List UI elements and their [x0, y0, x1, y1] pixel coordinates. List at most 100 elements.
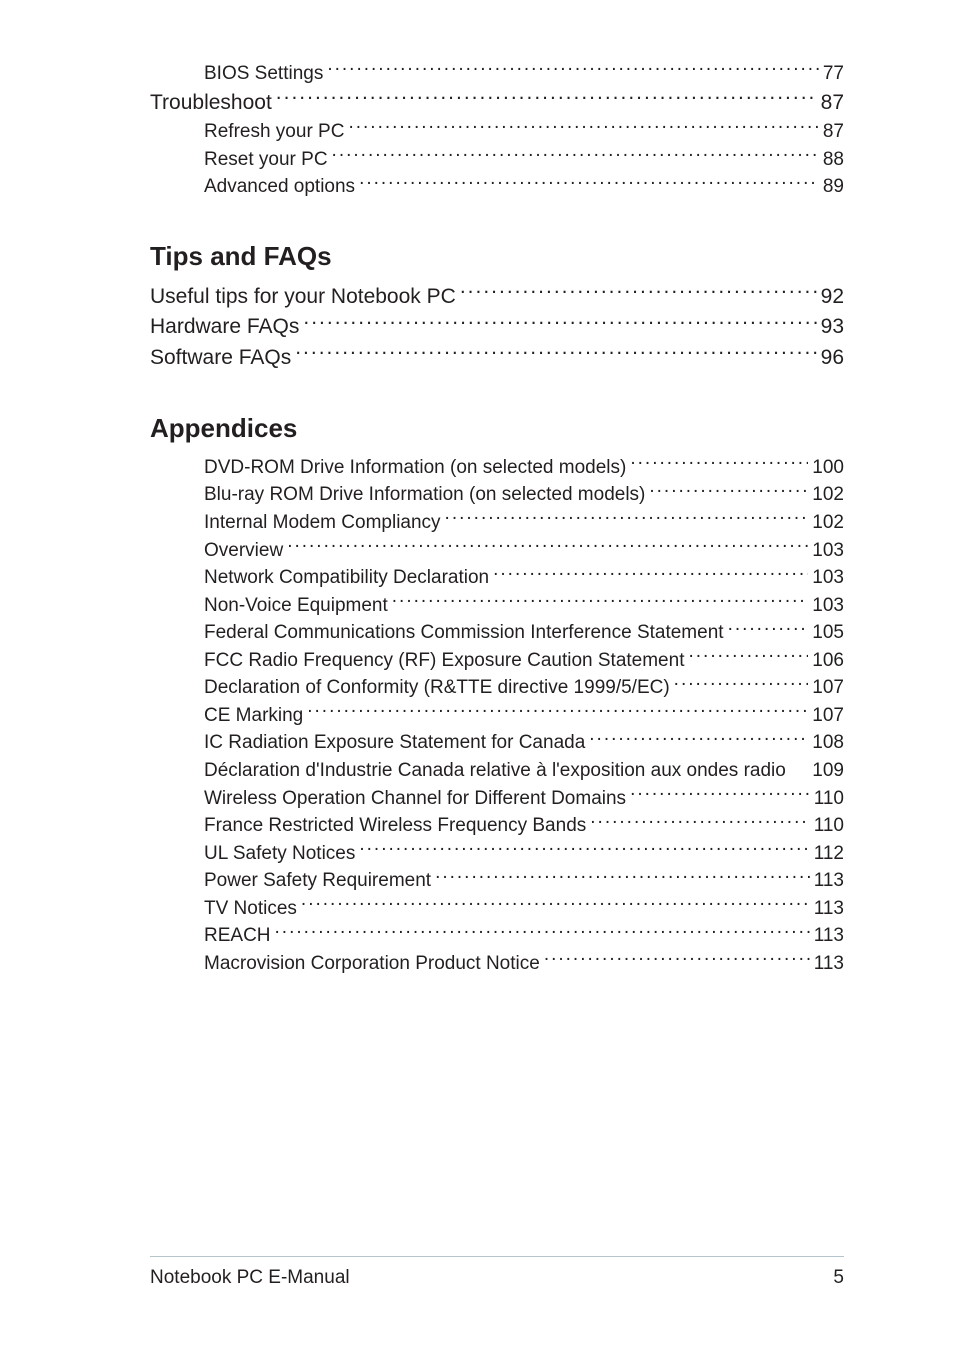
toc-entry[interactable]: Overview103 [150, 537, 844, 565]
toc-leader-dots [332, 146, 819, 165]
toc-entry-label: Déclaration d'Industrie Canada relative … [204, 757, 786, 785]
toc-entry-page: 87 [821, 88, 844, 118]
toc-entry[interactable]: Troubleshoot 87 [150, 88, 844, 118]
toc-entry[interactable]: IC Radiation Exposure Statement for Cana… [150, 729, 844, 757]
toc-entry[interactable]: Non-Voice Equipment 103 [150, 592, 844, 620]
toc-leader-dots [359, 840, 809, 859]
section-heading: Tips and FAQs [150, 241, 844, 272]
toc-entry-page: 112 [814, 840, 844, 868]
toc-entry[interactable]: Declaration of Conformity (R&TTE directi… [150, 674, 844, 702]
toc-entry[interactable]: Wireless Operation Channel for Different… [150, 785, 844, 813]
toc-leader-dots [307, 702, 808, 721]
toc-entry-label: Non-Voice Equipment [204, 592, 388, 620]
toc-leader-dots [275, 922, 810, 941]
toc-entry-page: 106 [812, 647, 844, 675]
toc-entry-page: 107 [812, 674, 844, 702]
toc-entry-label: TV Notices [204, 895, 297, 923]
toc-entry-page: 113 [814, 922, 844, 950]
toc-entry-page: 107 [812, 702, 844, 730]
toc-entry[interactable]: FCC Radio Frequency (RF) Exposure Cautio… [150, 647, 844, 675]
toc-entry-page: 93 [821, 312, 844, 342]
toc-entry-label: FCC Radio Frequency (RF) Exposure Cautio… [204, 647, 684, 675]
toc-entry-label: Hardware FAQs [150, 312, 299, 342]
toc-entry-label: Network Compatibility Declaration [204, 564, 489, 592]
toc-gap [786, 757, 812, 785]
toc-leader-dots [590, 812, 809, 831]
toc-entry-label: Overview [204, 537, 283, 565]
toc-entry-page: 89 [823, 173, 844, 201]
toc-entry-label: Refresh your PC [204, 118, 344, 146]
toc-entry-label: IC Radiation Exposure Statement for Cana… [204, 729, 585, 757]
toc-entry[interactable]: Reset your PC88 [150, 146, 844, 174]
toc-entry-page: 87 [823, 118, 844, 146]
toc-entry-page: 105 [812, 619, 844, 647]
toc-entry-label: Troubleshoot [150, 88, 272, 118]
toc-leader-dots [630, 454, 808, 473]
toc-entry-page: 113 [814, 895, 844, 923]
toc-entry-page: 109 [812, 757, 844, 785]
toc-entry[interactable]: DVD-ROM Drive Information (on selected m… [150, 454, 844, 482]
toc-entry-page: 88 [823, 146, 844, 174]
toc-entry-page: 110 [814, 812, 844, 840]
toc-entry-page: 102 [812, 481, 844, 509]
toc-entry-page: 103 [812, 592, 844, 620]
section-gap [150, 977, 844, 985]
toc-entry-page: 102 [812, 509, 844, 537]
toc-entry[interactable]: Déclaration d'Industrie Canada relative … [150, 757, 844, 785]
toc-leader-dots [589, 729, 808, 748]
toc-entry[interactable]: TV Notices 113 [150, 895, 844, 923]
toc-entry[interactable]: France Restricted Wireless Frequency Ban… [150, 812, 844, 840]
toc-leader-dots [359, 173, 819, 192]
toc-entry-label: DVD-ROM Drive Information (on selected m… [204, 454, 626, 482]
toc-entry-label: Declaration of Conformity (R&TTE directi… [204, 674, 670, 702]
toc-entry[interactable]: Federal Communications Commission Interf… [150, 619, 844, 647]
toc-entry-label: Software FAQs [150, 343, 291, 373]
footer-page-number: 5 [833, 1267, 844, 1289]
toc-entry[interactable]: Hardware FAQs 93 [150, 312, 844, 342]
toc-leader-dots [493, 564, 808, 583]
toc-entry-label: Useful tips for your Notebook PC [150, 282, 456, 312]
toc-entry-page: 113 [814, 950, 844, 978]
footer-title: Notebook PC E-Manual [150, 1267, 350, 1289]
toc-leader-dots [435, 867, 810, 886]
toc-entry[interactable]: Advanced options 89 [150, 173, 844, 201]
toc-entry[interactable]: Power Safety Requirement113 [150, 867, 844, 895]
toc-entry-label: UL Safety Notices [204, 840, 355, 868]
toc-leader-dots [460, 282, 817, 303]
table-of-contents: BIOS Settings77Troubleshoot87Refresh you… [150, 60, 844, 985]
toc-entry[interactable]: Macrovision Corporation Product Notice11… [150, 950, 844, 978]
toc-leader-dots [392, 592, 809, 611]
toc-leader-dots [327, 60, 819, 79]
page-footer: Notebook PC E-Manual 5 [150, 1256, 844, 1289]
toc-entry[interactable]: Software FAQs96 [150, 343, 844, 373]
toc-entry[interactable]: Internal Modem Compliancy 102 [150, 509, 844, 537]
toc-leader-dots [287, 537, 808, 556]
toc-entry-label: REACH [204, 922, 271, 950]
toc-entry[interactable]: Refresh your PC 87 [150, 118, 844, 146]
toc-entry-label: CE Marking [204, 702, 303, 730]
toc-leader-dots [348, 118, 818, 137]
toc-entry-page: 108 [812, 729, 844, 757]
toc-leader-dots [295, 343, 816, 364]
page: BIOS Settings77Troubleshoot87Refresh you… [0, 0, 954, 1345]
toc-leader-dots [301, 895, 810, 914]
toc-entry[interactable]: UL Safety Notices 112 [150, 840, 844, 868]
toc-entry-label: Wireless Operation Channel for Different… [204, 785, 626, 813]
toc-entry[interactable]: CE Marking 107 [150, 702, 844, 730]
toc-entry-label: BIOS Settings [204, 60, 323, 88]
toc-leader-dots [630, 785, 810, 804]
toc-entry-label: Internal Modem Compliancy [204, 509, 441, 537]
toc-entry-page: 92 [821, 282, 844, 312]
toc-entry-label: Advanced options [204, 173, 355, 201]
toc-entry-label: Power Safety Requirement [204, 867, 431, 895]
toc-leader-dots [674, 674, 809, 693]
toc-entry[interactable]: REACH 113 [150, 922, 844, 950]
toc-leader-dots [649, 481, 808, 500]
toc-entry[interactable]: Useful tips for your Notebook PC 92 [150, 282, 844, 312]
toc-entry[interactable]: BIOS Settings77 [150, 60, 844, 88]
toc-entry[interactable]: Blu-ray ROM Drive Information (on select… [150, 481, 844, 509]
toc-leader-dots [276, 88, 817, 109]
toc-entry-label: France Restricted Wireless Frequency Ban… [204, 812, 586, 840]
toc-entry-page: 100 [812, 454, 844, 482]
toc-entry[interactable]: Network Compatibility Declaration103 [150, 564, 844, 592]
